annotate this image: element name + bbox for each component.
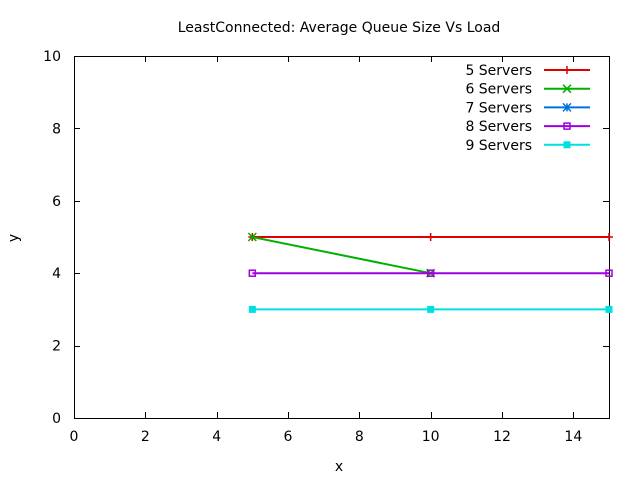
y-tick-label: 6: [52, 194, 61, 210]
legend-label: 8 Servers: [465, 119, 532, 135]
point-marker: [605, 269, 613, 277]
legend-item: 8 Servers: [465, 119, 590, 135]
legend-item: 7 Servers: [465, 100, 590, 116]
x-tick-label: 12: [493, 429, 511, 445]
y-axis-label: y: [6, 234, 22, 242]
series-layer: [247, 232, 613, 313]
legend: 5 Servers 6 Servers 7 Servers 8 Servers 9 Se…: [465, 63, 590, 154]
point-marker: [563, 122, 571, 130]
point-marker: [247, 232, 257, 242]
x-tick-label: 14: [564, 429, 582, 445]
point-marker: [427, 305, 435, 313]
point-marker: [426, 233, 435, 241]
x-tick-label: 0: [70, 429, 79, 445]
y-tick-label: 8: [52, 121, 61, 137]
y-tick-label: 2: [52, 339, 61, 355]
series-5: [248, 305, 613, 313]
point-marker: [426, 269, 435, 277]
x-axis-label: x: [335, 459, 343, 475]
legend-label: 5 Servers: [465, 63, 532, 79]
y-axis-ticks: 0 2 4 6 8 10: [43, 49, 609, 427]
point-marker: [562, 102, 572, 112]
series-1: [248, 233, 613, 241]
point-marker: [562, 84, 572, 94]
point-marker: [605, 305, 613, 313]
legend-item: 9 Servers: [465, 138, 590, 154]
x-tick-label: 2: [141, 429, 150, 445]
x-tick-label: 4: [212, 429, 221, 445]
x-tick-label: 6: [284, 429, 293, 445]
x-tick-label: 10: [422, 429, 440, 445]
legend-item: 5 Servers: [465, 63, 590, 79]
y-tick-label: 0: [52, 411, 61, 427]
legend-label: 7 Servers: [465, 100, 532, 116]
series-line: [252, 236, 431, 275]
point-marker: [605, 233, 613, 241]
y-tick-label: 10: [43, 49, 61, 65]
point-marker: [248, 269, 257, 277]
series-2: [247, 232, 436, 278]
x-tick-label: 8: [355, 429, 364, 445]
point-marker: [563, 141, 571, 149]
legend-item: 6 Servers: [465, 82, 590, 98]
y-tick-label: 4: [52, 266, 61, 282]
legend-label: 9 Servers: [465, 138, 532, 154]
x-axis-ticks: 0 2 4 6 8 10 12 14: [70, 56, 582, 445]
chart-title: LeastConnected: Average Queue Size Vs Lo…: [178, 20, 501, 36]
point-marker: [248, 305, 256, 313]
series-4: [248, 269, 613, 277]
point-marker: [563, 66, 571, 74]
legend-label: 6 Servers: [465, 82, 532, 98]
